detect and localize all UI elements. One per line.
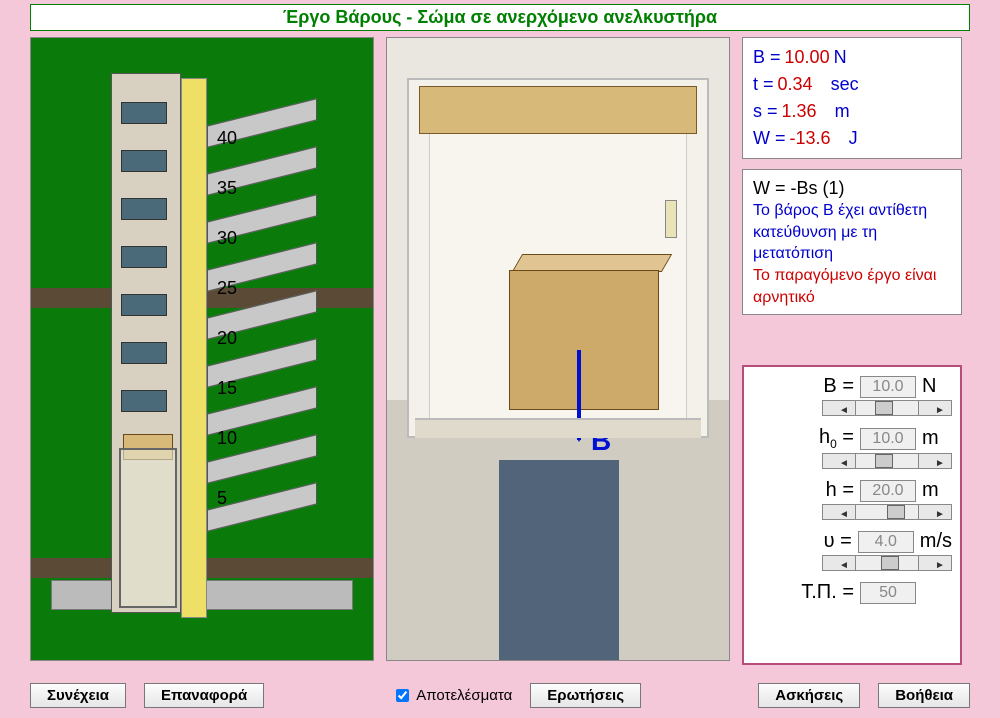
- window: [121, 198, 167, 220]
- slider-inc-icon[interactable]: ►: [918, 504, 952, 520]
- building-panel: 40 35 30 25 20 15 10 5: [30, 37, 374, 661]
- scale-label: 20: [217, 328, 237, 349]
- result-s-label: s =: [753, 98, 778, 125]
- result-B-value: 10.00: [785, 44, 830, 71]
- slider-dec-icon[interactable]: ◄: [822, 400, 856, 416]
- result-t-label: t =: [753, 71, 774, 98]
- input-u-field[interactable]: [858, 531, 914, 553]
- result-s-value: 1.36: [782, 98, 817, 125]
- scale-label: 30: [217, 228, 237, 249]
- window: [121, 342, 167, 364]
- input-h-unit: m: [922, 479, 952, 502]
- input-row-u: υ = m/s: [752, 530, 952, 553]
- input-row-h0: h0 = m: [752, 426, 952, 451]
- cabin-ceiling: [419, 86, 697, 134]
- input-h-label: h =: [806, 479, 854, 502]
- right-column: B = 10.00 N t = 0.34 sec s = 1.36 m W = …: [742, 37, 962, 665]
- elevator-cabin: B: [407, 78, 709, 438]
- slider-inc-icon[interactable]: ►: [918, 453, 952, 469]
- result-W-label: W =: [753, 125, 786, 152]
- input-row-h: h = m: [752, 479, 952, 502]
- button-row: Συνέχεια Επαναφορά Αποτελέσματα Ερωτήσει…: [30, 683, 970, 708]
- window: [121, 102, 167, 124]
- input-B-label: B =: [806, 375, 854, 398]
- result-B-unit: N: [834, 44, 847, 71]
- exercises-button[interactable]: Ασκήσεις: [758, 683, 860, 708]
- slider-u[interactable]: ◄►: [822, 555, 952, 571]
- scale-label: 35: [217, 178, 237, 199]
- input-B-field[interactable]: [860, 376, 916, 398]
- window: [121, 246, 167, 268]
- input-tp-field[interactable]: [860, 582, 916, 604]
- elevator-scene: B: [387, 38, 729, 660]
- window: [121, 294, 167, 316]
- input-tp-label: Τ.Π. =: [801, 581, 854, 604]
- height-scale: 40 35 30 25 20 15 10 5: [207, 78, 247, 618]
- scale-label: 10: [217, 428, 237, 449]
- input-row-tp: Τ.Π. =: [752, 581, 952, 604]
- slider-h0[interactable]: ◄►: [822, 453, 952, 469]
- input-u-label: υ =: [804, 530, 852, 553]
- slider-dec-icon[interactable]: ◄: [822, 555, 856, 571]
- box-object: [509, 270, 659, 410]
- slider-inc-icon[interactable]: ►: [918, 400, 952, 416]
- input-h0-field[interactable]: [860, 428, 916, 450]
- formula-panel: W = -Bs (1) Το βάρος Β έχει αντίθετη κατ…: [742, 169, 962, 315]
- formula-explain-2: Το παραγόμενο έργο είναι αρνητικό: [753, 265, 951, 308]
- building-scale-strip: [181, 78, 207, 618]
- slider-h[interactable]: ◄►: [822, 504, 952, 520]
- result-t-unit: sec: [831, 71, 859, 98]
- result-s-unit: m: [835, 98, 850, 125]
- result-B-label: B =: [753, 44, 781, 71]
- continue-button[interactable]: Συνέχεια: [30, 683, 126, 708]
- elevator-panel: B: [386, 37, 730, 661]
- window: [121, 390, 167, 412]
- panels: 40 35 30 25 20 15 10 5: [0, 37, 1000, 665]
- input-h0-label: h0 =: [806, 426, 854, 451]
- page-title: Έργο Βάρους - Σώμα σε ανερχόμενο ανελκυσ…: [30, 4, 970, 31]
- slider-dec-icon[interactable]: ◄: [822, 453, 856, 469]
- building-scene: 40 35 30 25 20 15 10 5: [31, 38, 373, 660]
- input-row-B: B = N: [752, 375, 952, 398]
- input-h-field[interactable]: [860, 480, 916, 502]
- app-root: Έργο Βάρους - Σώμα σε ανερχόμενο ανελκυσ…: [0, 4, 1000, 718]
- scale-label: 25: [217, 278, 237, 299]
- elevator-shaft: [119, 448, 177, 608]
- inputs-panel: B = N ◄► h0 = m ◄► h = m ◄►: [742, 365, 962, 665]
- questions-button[interactable]: Ερωτήσεις: [530, 683, 641, 708]
- formula-explain-1: Το βάρος Β έχει αντίθετη κατεύθυνση με τ…: [753, 200, 951, 265]
- result-W-unit: J: [849, 125, 858, 152]
- cabin-floor: [415, 418, 701, 438]
- results-checkbox[interactable]: [396, 689, 409, 702]
- results-checkbox-wrap[interactable]: Αποτελέσματα: [392, 686, 512, 705]
- results-checkbox-label: Αποτελέσματα: [416, 687, 512, 704]
- slider-inc-icon[interactable]: ►: [918, 555, 952, 571]
- slider-dec-icon[interactable]: ◄: [822, 504, 856, 520]
- scale-label: 5: [217, 488, 227, 509]
- formula-eq: W = -Bs (1): [753, 176, 951, 200]
- input-B-unit: N: [922, 375, 952, 398]
- reset-button[interactable]: Επαναφορά: [144, 683, 264, 708]
- cabin-button-panel: [665, 200, 677, 238]
- scale-label: 40: [217, 128, 237, 149]
- scale-label: 15: [217, 378, 237, 399]
- input-h0-unit: m: [922, 427, 952, 450]
- input-u-unit: m/s: [920, 530, 952, 553]
- results-panel: B = 10.00 N t = 0.34 sec s = 1.36 m W = …: [742, 37, 962, 159]
- result-t-value: 0.34: [778, 71, 813, 98]
- slider-B[interactable]: ◄►: [822, 400, 952, 416]
- help-button[interactable]: Βοήθεια: [878, 683, 970, 708]
- result-W-value: -13.6: [790, 125, 831, 152]
- window: [121, 150, 167, 172]
- elevator-door: [499, 460, 619, 660]
